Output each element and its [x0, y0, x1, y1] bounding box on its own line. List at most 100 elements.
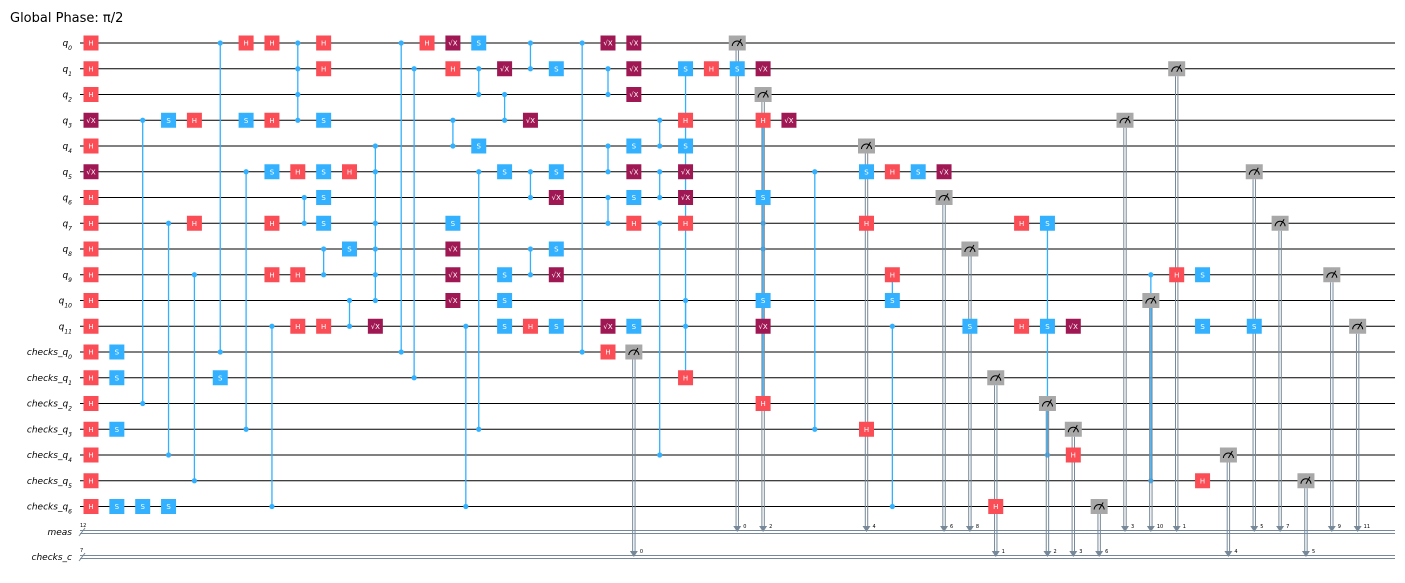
gate-h: H [445, 61, 461, 77]
gate-box [290, 267, 306, 283]
gate-label: H [528, 323, 533, 331]
gate-label: S [554, 323, 559, 331]
gate-sx: √X [626, 87, 642, 102]
meter-arc-icon [938, 195, 950, 201]
gate-label: H [88, 323, 93, 331]
measure-gate [728, 35, 746, 51]
gate-label: H [709, 65, 714, 73]
gate-label: H [88, 91, 93, 99]
gate-label: √X [629, 91, 638, 99]
gate-box [626, 35, 642, 51]
meas-arrow [1353, 526, 1362, 532]
control-dot [682, 297, 689, 304]
gate-label: S [1045, 220, 1050, 228]
meas-bit-index: 2 [1053, 549, 1056, 555]
gate-sx: √X [548, 267, 564, 283]
wire-label-checks_q_5: checks_q5 [27, 477, 72, 490]
meas-bit-index: 8 [976, 524, 979, 530]
meter-needle-icon [969, 244, 975, 253]
control-dot [605, 220, 611, 226]
gate-label: H [450, 65, 455, 73]
control-dot [657, 169, 663, 175]
control-dot [1148, 272, 1154, 278]
meas-bit-index: 4 [873, 524, 876, 530]
wire-label-q_4: q4 [62, 142, 72, 155]
gate-box [1039, 318, 1055, 334]
gate-s: S [316, 164, 332, 180]
control-dot [605, 169, 611, 175]
gate-label: S [554, 246, 559, 254]
gate-box [497, 267, 513, 283]
gate-label: √X [448, 246, 457, 254]
gate-s: S [548, 318, 564, 334]
gate-s: S [342, 241, 357, 257]
gate-label: H [424, 40, 429, 48]
gate-s: S [910, 164, 926, 180]
gate-s: S [264, 164, 280, 180]
gate-label: √X [371, 323, 380, 331]
gate-box [1195, 473, 1211, 489]
gate-h: H [83, 318, 99, 334]
gate-h: H [316, 35, 332, 51]
gate-s: S [109, 370, 125, 386]
gate-label: √X [939, 168, 948, 176]
gate-h: H [264, 267, 280, 283]
gate-box [755, 190, 771, 205]
control-dot [657, 452, 663, 458]
gate-label: S [632, 143, 637, 151]
gate-sx: √X [83, 164, 99, 180]
gate-label: √X [681, 194, 690, 202]
wire-label-checks_q_2: checks_q2 [27, 400, 72, 413]
gate-box [678, 370, 694, 386]
gate-s: S [471, 35, 487, 51]
meas-bit-index: 0 [743, 524, 746, 530]
gate-label: H [269, 117, 274, 125]
gate-label: √X [448, 271, 457, 279]
control-dot [889, 503, 895, 510]
gate-box [678, 215, 694, 231]
gate-box [910, 164, 926, 180]
gate-label: √X [681, 168, 690, 176]
gate-label: S [916, 168, 921, 176]
gate-label: S [761, 297, 766, 305]
gate-label: H [605, 349, 610, 357]
gate-h: H [186, 215, 202, 231]
gate-label: S [321, 220, 326, 228]
gate-h: H [83, 447, 99, 463]
meter-arc-icon [990, 375, 1002, 381]
gate-label: S [632, 194, 637, 202]
gate-h: H [83, 370, 99, 386]
meter-needle-icon [1305, 476, 1311, 484]
meas-arrow [733, 526, 742, 532]
control-dot [527, 246, 534, 252]
control-dot [476, 169, 482, 175]
gate-label: √X [603, 323, 612, 331]
gate-label: S [321, 117, 326, 125]
gate-box [186, 112, 202, 128]
gate-h: H [884, 164, 900, 180]
meas-arrow [759, 526, 768, 532]
measure-box [858, 138, 875, 154]
control-dot [476, 426, 482, 432]
meter-arc-icon [1093, 504, 1105, 510]
gate-sx: √X [367, 318, 383, 334]
meter-arc-icon [1300, 478, 1312, 484]
control-dot [657, 143, 663, 149]
meter-arc-icon [1248, 169, 1260, 175]
control-dot [372, 297, 378, 304]
gate-h: H [83, 61, 99, 77]
gate-h: H [755, 396, 771, 411]
control-dot [269, 323, 275, 329]
gate-box [83, 61, 99, 77]
gate-label: S [632, 323, 637, 331]
meas-arrow [1121, 526, 1129, 532]
gate-label: S [502, 323, 507, 331]
control-dot [346, 297, 353, 304]
gate-box [548, 241, 564, 257]
measure-gate [1219, 447, 1237, 463]
gate-h: H [83, 396, 99, 411]
measure-box [754, 87, 772, 102]
gate-box [290, 164, 306, 180]
control-dot [502, 91, 508, 98]
gate-box [445, 293, 461, 308]
